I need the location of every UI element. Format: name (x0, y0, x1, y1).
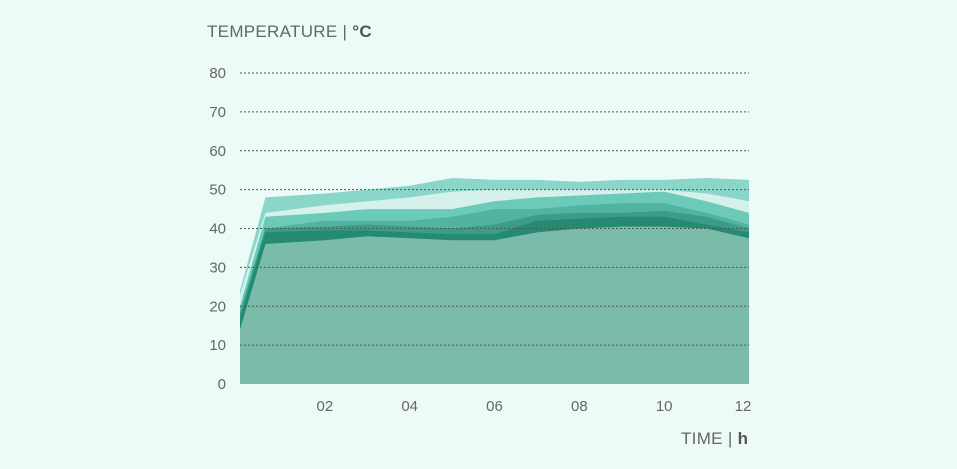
y-tick-labels: 0 10 20 30 40 50 60 70 80 (209, 65, 226, 393)
grid-lines (240, 72, 749, 346)
y-tick-label: 60 (209, 143, 226, 160)
x-tick-label: 12 (735, 398, 752, 415)
y-tick-label: 30 (209, 259, 226, 276)
y-tick-label: 70 (209, 104, 226, 121)
y-tick-label: 0 (218, 376, 226, 393)
area-series-group (240, 178, 749, 384)
x-tick-label: 08 (571, 398, 588, 415)
x-axis-title: TIME | h (681, 429, 749, 448)
y-axis-title: TEMPERATURE | °C (207, 22, 372, 41)
y-tick-label: 20 (209, 298, 226, 315)
y-tick-label: 50 (209, 182, 226, 199)
y-tick-label: 10 (209, 337, 226, 354)
x-tick-label: 06 (486, 398, 503, 415)
y-tick-label: 40 (209, 221, 226, 238)
x-tick-label: 10 (656, 398, 673, 415)
x-tick-label: 04 (401, 398, 418, 415)
y-tick-label: 80 (209, 65, 226, 82)
area-series-7 (240, 226, 749, 384)
x-tick-labels: 02 04 06 08 10 12 (316, 398, 751, 415)
x-tick-label: 02 (316, 398, 333, 415)
